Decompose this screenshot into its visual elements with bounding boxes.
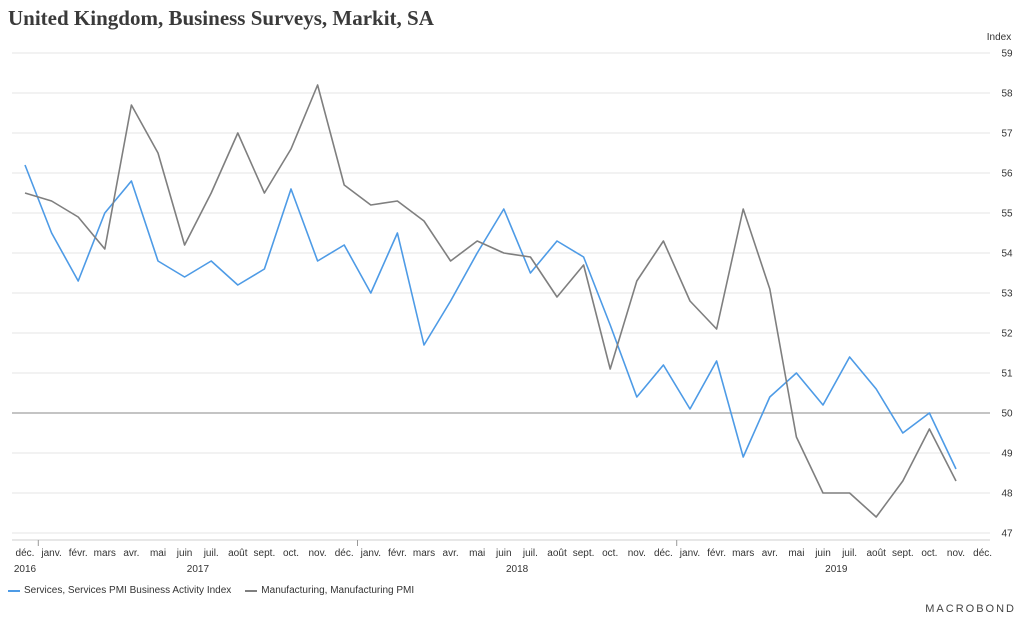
x-tick-label: nov. xyxy=(947,548,965,559)
x-year-label: 2016 xyxy=(14,564,37,575)
x-tick-label: nov. xyxy=(309,548,327,559)
manufacturing-swatch xyxy=(245,589,258,592)
series-layer xyxy=(24,84,957,518)
x-tick-label: avr. xyxy=(443,548,459,559)
y-tick-label: 52 xyxy=(1001,329,1013,340)
x-tick-label: juil. xyxy=(203,548,219,559)
x-tick-label: août xyxy=(228,548,248,559)
chart-title: United Kingdom, Business Surveys, Markit… xyxy=(8,6,434,30)
x-tick-label: déc. xyxy=(973,548,992,559)
x-tick-label: sept. xyxy=(254,548,276,559)
legend-item-manufacturing[interactable]: Manufacturing, Manufacturing PMI xyxy=(245,585,414,596)
x-tick-label: févr. xyxy=(388,548,407,559)
y-tick-label: 53 xyxy=(1001,289,1013,300)
y-tick-label: 56 xyxy=(1001,169,1013,180)
x-tick-label: mars xyxy=(732,548,754,559)
x-tick-label: août xyxy=(866,548,886,559)
x-tick-label: déc. xyxy=(654,548,673,559)
y-axis-unit: Index xyxy=(987,32,1011,43)
y-tick-label: 59 xyxy=(1001,49,1013,60)
x-tick-label: sept. xyxy=(573,548,595,559)
x-tick-label: janv. xyxy=(40,548,61,559)
x-tick-label: oct. xyxy=(283,548,299,559)
y-tick-label: 57 xyxy=(1001,129,1013,140)
x-tick-label: nov. xyxy=(628,548,646,559)
services-series-line xyxy=(24,164,957,470)
x-tick-label: mai xyxy=(469,548,485,559)
x-tick-label: mars xyxy=(413,548,435,559)
legend: Services, Services PMI Business Activity… xyxy=(8,585,428,596)
y-tick-label: 50 xyxy=(1001,409,1013,420)
label-layer: 47 48 49 50 51 52 53 54 55 56 57 58 59 Index déc. janv.… xyxy=(14,32,1013,575)
x-tick-label: juin xyxy=(814,548,831,559)
x-year-label: 2017 xyxy=(187,564,210,575)
y-tick-label: 54 xyxy=(1001,249,1013,260)
x-tick-label: juin xyxy=(495,548,512,559)
y-tick-label: 49 xyxy=(1001,449,1013,460)
x-year-label: 2019 xyxy=(825,564,848,575)
x-tick-label: août xyxy=(547,548,567,559)
x-tick-label: avr. xyxy=(123,548,139,559)
grid-layer xyxy=(12,52,990,534)
x-tick-label: févr. xyxy=(707,548,726,559)
services-swatch xyxy=(8,589,20,592)
x-tick-label: avr. xyxy=(762,548,778,559)
y-tick-label: 47 xyxy=(1001,529,1013,540)
x-tick-label: janv. xyxy=(679,548,700,559)
x-tick-label: mai xyxy=(150,548,166,559)
x-tick-label: févr. xyxy=(69,548,88,559)
legend-label-services: Services, Services PMI Business Activity… xyxy=(24,585,232,596)
x-tick-label: déc. xyxy=(16,548,35,559)
x-tick-label: mars xyxy=(94,548,116,559)
y-tick-label: 58 xyxy=(1001,89,1013,100)
axis-layer xyxy=(12,539,990,546)
x-year-label: 2018 xyxy=(506,564,529,575)
manufacturing-series-line xyxy=(24,84,957,518)
x-tick-label: juil. xyxy=(522,548,538,559)
y-tick-label: 55 xyxy=(1001,209,1013,220)
x-tick-label: juil. xyxy=(841,548,857,559)
y-tick-label: 51 xyxy=(1001,369,1013,380)
legend-label-manufacturing: Manufacturing, Manufacturing PMI xyxy=(261,585,415,596)
x-tick-label: mai xyxy=(788,548,804,559)
x-tick-label: sept. xyxy=(892,548,914,559)
x-tick-label: déc. xyxy=(335,548,354,559)
x-tick-label: oct. xyxy=(602,548,618,559)
legend-item-services[interactable]: Services, Services PMI Business Activity… xyxy=(8,585,231,596)
x-tick-label: janv. xyxy=(360,548,381,559)
x-tick-label: oct. xyxy=(921,548,937,559)
y-tick-label: 48 xyxy=(1001,489,1013,500)
macrobond-logo: MACROBOND xyxy=(925,603,1016,615)
x-tick-label: juin xyxy=(176,548,193,559)
